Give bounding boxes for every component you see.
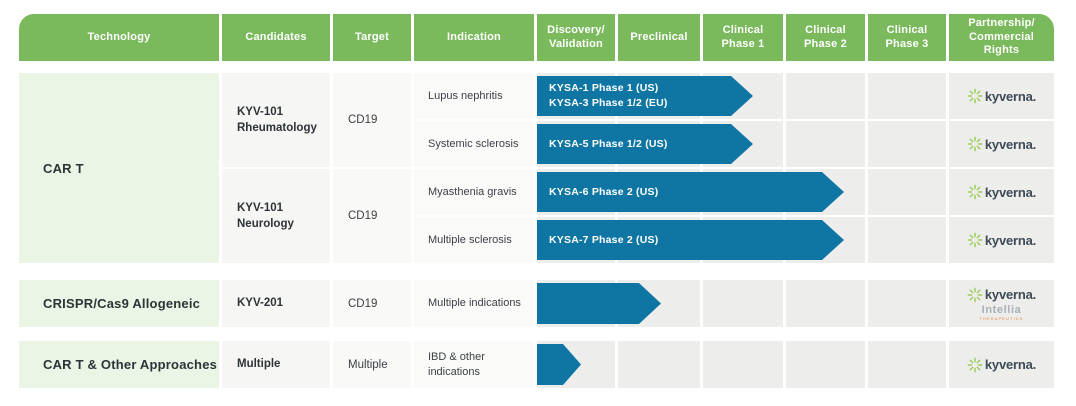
column-header-technology: Technology: [19, 14, 219, 61]
technology-cell: CRISPR/Cas9 Allogeneic: [19, 280, 219, 327]
kyverna-logo: kyverna.: [967, 232, 1036, 248]
stage-cell: [703, 280, 783, 327]
pipeline-arrow-kyv201: [537, 283, 661, 324]
kyverna-logo: kyverna.: [967, 184, 1036, 200]
candidate-cell: KYV-101 Neurology: [222, 169, 330, 263]
intellia-logo: Intellia THERAPEUTICS: [979, 303, 1024, 321]
partnership-cell: kyverna.: [949, 341, 1054, 388]
kyverna-star-icon: [967, 232, 983, 248]
pipeline-arrow-kysa1-kysa3: KYSA-1 Phase 1 (US) KYSA-3 Phase 1/2 (EU…: [537, 76, 753, 116]
indication-cell: Multiple indications: [414, 280, 534, 327]
column-header-candidates: Candidates: [222, 14, 330, 61]
kyverna-star-icon: [967, 184, 983, 200]
target-cell: CD19: [333, 280, 411, 327]
stage-cell: [868, 73, 946, 119]
kyverna-logo: kyverna.: [967, 357, 1036, 373]
stage-cell: [868, 169, 946, 215]
stage-cell: [703, 341, 783, 388]
technology-cell: CAR T & Other Approaches: [19, 341, 219, 388]
partnership-cell: kyverna.: [949, 217, 1054, 263]
stage-cell: [786, 280, 865, 327]
candidate-cell: KYV-201: [222, 280, 330, 327]
partnership-cell: kyverna.: [949, 121, 1054, 167]
kyverna-star-icon: [967, 357, 983, 372]
stage-cell: [618, 341, 700, 388]
stage-cell: [868, 121, 946, 167]
column-header-discovery-validation: Discovery/ Validation: [537, 14, 615, 61]
kyverna-logo: kyverna.: [967, 88, 1036, 104]
target-cell: CD19: [333, 73, 411, 167]
partnership-cell: kyverna.: [949, 169, 1054, 215]
column-header-clinical-phase-1: Clinical Phase 1: [703, 14, 783, 61]
partnership-cell: kyverna. Intellia THERAPEUTICS: [949, 280, 1054, 327]
column-header-clinical-phase-2: Clinical Phase 2: [786, 14, 865, 61]
target-cell: Multiple: [333, 341, 411, 388]
candidate-cell: Multiple: [222, 341, 330, 388]
stage-cell: [868, 217, 946, 263]
indication-cell: Myasthenia gravis: [414, 169, 534, 215]
kyverna-logo: kyverna.: [967, 136, 1036, 152]
target-cell: CD19: [333, 169, 411, 263]
column-header-target: Target: [333, 14, 411, 61]
group-car-t-other-approaches: CAR T & Other Approaches Multiple Multip…: [19, 341, 1054, 388]
candidate-cell: KYV-101 Rheumatology: [222, 73, 330, 167]
group-car-t: CAR T KYV-101 Rheumatology KYV-101 Neuro…: [19, 73, 1054, 263]
stage-cell: [868, 280, 946, 327]
indication-cell: Systemic sclerosis: [414, 121, 534, 167]
stage-cell: [786, 341, 865, 388]
technology-cell: CAR T: [19, 73, 219, 263]
indication-cell: Lupus nephritis: [414, 73, 534, 119]
indication-cell: IBD & other indications: [414, 341, 534, 388]
stage-cell: [868, 341, 946, 388]
stage-cell: [786, 121, 865, 167]
group-crispr-cas9-allogeneic: CRISPR/Cas9 Allogeneic KYV-201 CD19 Mult…: [19, 280, 1054, 327]
pipeline-arrow-kysa5: KYSA-5 Phase 1/2 (US): [537, 124, 753, 164]
partnership-cell: kyverna.: [949, 73, 1054, 119]
kyverna-logo: kyverna.: [967, 287, 1036, 303]
column-header-preclinical: Preclinical: [618, 14, 700, 61]
column-header-partnership-commercial-rights: Partnership/ Commercial Rights: [949, 14, 1054, 61]
column-header-clinical-phase-3: Clinical Phase 3: [868, 14, 946, 61]
header-row: Technology Candidates Target Indication …: [19, 14, 1054, 61]
pipeline-arrow-kysa7: KYSA-7 Phase 2 (US): [537, 220, 844, 260]
pipeline-arrow-kysa6: KYSA-6 Phase 2 (US): [537, 172, 844, 212]
column-header-indication: Indication: [414, 14, 534, 61]
indication-cell: Multiple sclerosis: [414, 217, 534, 263]
kyverna-star-icon: [967, 88, 983, 104]
kyverna-star-icon: [967, 287, 983, 302]
kyverna-star-icon: [967, 136, 983, 152]
stage-cell: [786, 73, 865, 119]
